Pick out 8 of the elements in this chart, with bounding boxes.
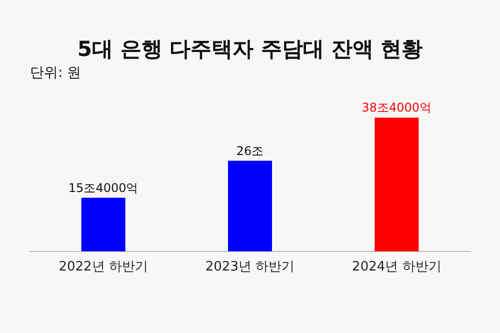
x-tick-label: 2023년 하반기 xyxy=(205,260,295,275)
data-label: 15조4000억 xyxy=(68,180,138,195)
chart-subtitle: 단위: 원 xyxy=(30,65,82,82)
data-label: 38조4000억 xyxy=(362,100,432,115)
data-label: 26조 xyxy=(236,144,264,158)
chart-title: 5대 은행 다주택자 주담대 잔액 현황 xyxy=(77,37,423,62)
x-tick-label: 2024년 하반기 xyxy=(352,260,442,275)
x-tick-label: 2022년 하반기 xyxy=(58,260,148,275)
